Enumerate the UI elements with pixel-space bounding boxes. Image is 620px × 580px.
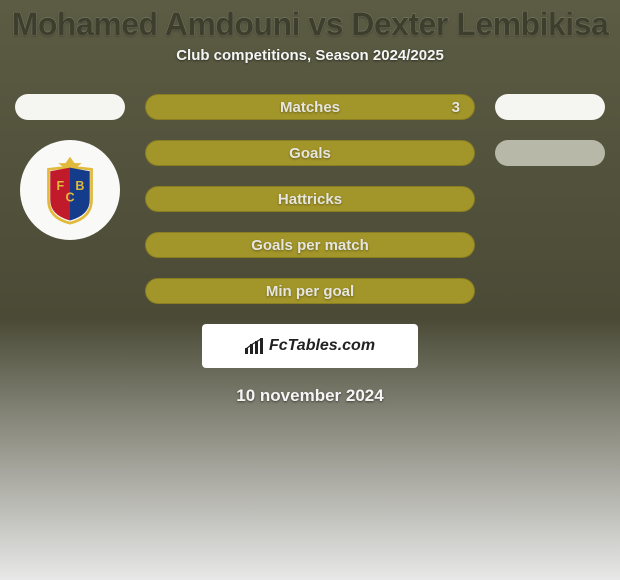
- comparison-infographic: Mohamed Amdouni vs Dexter Lembikisa Club…: [0, 0, 620, 580]
- stat-bar: Goals: [145, 140, 475, 166]
- bars-icon: [245, 338, 263, 354]
- left-pill: [15, 94, 125, 120]
- stat-bar: Hattricks: [145, 186, 475, 212]
- page-title: Mohamed Amdouni vs Dexter Lembikisa: [0, 0, 620, 47]
- stat-row: Min per goal: [0, 278, 620, 304]
- stat-label: Hattricks: [278, 191, 342, 208]
- svg-text:B: B: [75, 179, 84, 193]
- svg-text:F: F: [57, 179, 65, 193]
- date-label: 10 november 2024: [0, 386, 620, 406]
- stat-bar: Min per goal: [145, 278, 475, 304]
- fctables-text: FcTables.com: [269, 337, 375, 355]
- stat-row: Matches 3: [0, 94, 620, 120]
- svg-text:C: C: [66, 191, 75, 205]
- club-logo-left: F C B: [20, 140, 120, 240]
- stat-bar: Matches 3: [145, 94, 475, 120]
- stat-bar: Goals per match: [145, 232, 475, 258]
- right-pill: [495, 140, 605, 166]
- stat-label: Min per goal: [266, 283, 354, 300]
- stats-content: F C B Matches 3 Goals Hattricks Goals per ma…: [0, 94, 620, 406]
- fcb-shield-icon: F C B: [41, 155, 99, 225]
- stat-label: Matches: [280, 99, 340, 116]
- stat-label: Goals: [289, 145, 331, 162]
- stat-value: 3: [452, 99, 460, 116]
- right-pill: [495, 94, 605, 120]
- stat-label: Goals per match: [251, 237, 369, 254]
- page-subtitle: Club competitions, Season 2024/2025: [0, 47, 620, 64]
- fctables-watermark: FcTables.com: [202, 324, 418, 368]
- logo-circle: F C B: [20, 140, 120, 240]
